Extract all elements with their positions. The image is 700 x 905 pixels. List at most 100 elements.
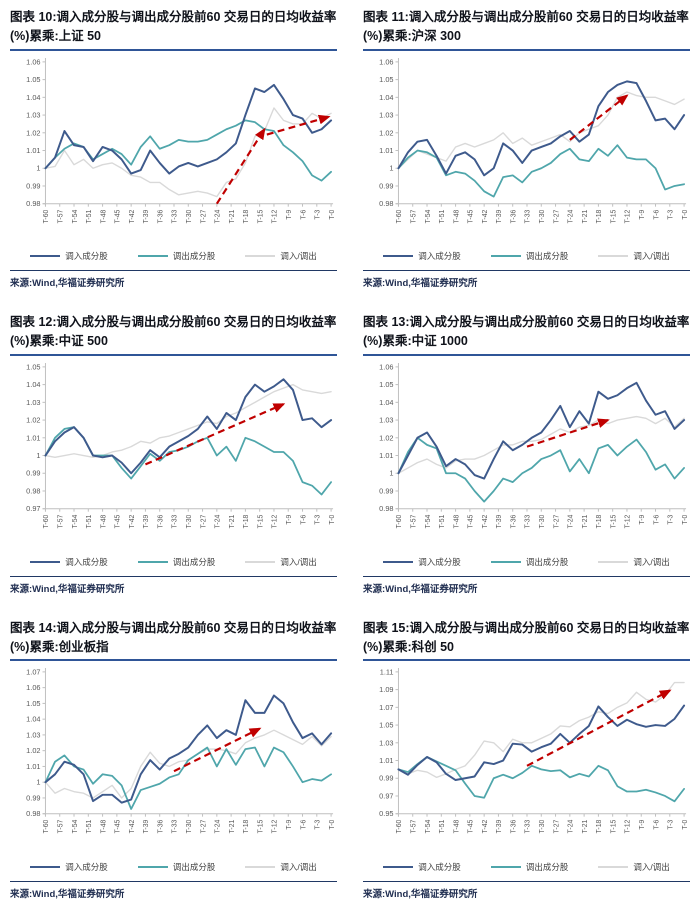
legend-item-ratio: 调入/调出 — [598, 556, 670, 568]
x-tick-label: T-27 — [200, 820, 207, 834]
y-tick-label: 0.99 — [26, 469, 40, 478]
x-tick-label: T-51 — [439, 820, 446, 834]
y-tick-label: 1.03 — [26, 731, 40, 740]
series-line-in — [44, 378, 333, 475]
y-tick-label: 0.95 — [379, 810, 393, 819]
y-tick-label: 1.03 — [379, 739, 393, 748]
y-tick-label: 1.01 — [379, 756, 393, 765]
x-tick-label: T-60 — [43, 820, 50, 834]
chart-legend: 调入成分股 调出成分股 调入/调出 — [363, 861, 690, 873]
legend-item-ratio: 调入/调出 — [598, 250, 670, 262]
x-tick-label: T-57 — [57, 514, 64, 528]
legend-item-ratio: 调入/调出 — [245, 250, 317, 262]
x-tick-label: T-51 — [86, 820, 93, 834]
x-tick-label: T-54 — [425, 820, 432, 834]
trend-arrow — [266, 114, 331, 136]
x-tick-label: T-57 — [410, 209, 417, 223]
x-tick-label: T-42 — [482, 209, 489, 223]
y-tick-label: 1.01 — [26, 762, 40, 771]
x-tick-label: T-27 — [200, 209, 207, 223]
series-line-out — [397, 143, 685, 198]
x-tick-label: T-36 — [510, 209, 517, 223]
y-tick-label: 1 — [389, 469, 393, 478]
y-tick-label: 1.01 — [26, 433, 40, 442]
y-tick-label: 0.99 — [379, 181, 393, 190]
y-tick-label: 1.05 — [26, 362, 40, 371]
source-note: 来源:Wind,华福证券研究所 — [363, 575, 690, 595]
y-tick-label: 0.99 — [379, 774, 393, 783]
trend-arrow — [526, 418, 610, 448]
x-tick-label: T-33 — [172, 209, 179, 223]
x-tick-label: T-45 — [468, 209, 475, 223]
trend-arrow — [526, 690, 672, 768]
y-tick-label: 0.98 — [26, 810, 40, 819]
x-tick-label: T-9 — [286, 514, 293, 524]
y-tick-label: 0.99 — [26, 794, 40, 803]
x-tick-label: T-15 — [610, 514, 617, 528]
x-tick-label: T-57 — [410, 514, 417, 528]
x-tick-label: T-21 — [229, 514, 236, 528]
y-tick-label: 0.97 — [26, 504, 40, 513]
x-tick-label: T-51 — [439, 514, 446, 528]
chart-legend: 调入成分股 调出成分股 调入/调出 — [10, 556, 337, 568]
legend-item-ratio: 调入/调出 — [245, 556, 317, 568]
x-tick-label: T-48 — [100, 209, 107, 223]
y-tick-label: 0.97 — [379, 792, 393, 801]
x-tick-label: T-54 — [72, 209, 79, 223]
figure-title: 图表 10:调入成分股与调出成分股前60 交易日的日均收益率(%)累乘:上证 5… — [10, 8, 337, 51]
x-tick-label: T-51 — [439, 209, 446, 223]
y-tick-label: 1.05 — [26, 75, 40, 84]
x-tick-label: T-0 — [682, 820, 689, 830]
y-tick-label: 1.05 — [26, 699, 40, 708]
y-tick-label: 1.02 — [26, 747, 40, 756]
x-tick-label: T-54 — [425, 514, 432, 528]
x-tick-label: T-9 — [639, 209, 646, 219]
x-tick-label: T-15 — [257, 514, 264, 528]
line-chart-csi300: 0.98 0.99 1 1.01 1.02 1.03 1.04 1.05 1.06 T-60 T-5… — [379, 57, 689, 223]
x-tick-label: T-3 — [668, 514, 675, 524]
y-tick-label: 1.03 — [26, 110, 40, 119]
legend-label-ratio: 调入/调出 — [633, 251, 670, 262]
legend-label-out: 调出成分股 — [525, 556, 569, 567]
legend-item-out: 调出成分股 — [137, 250, 215, 262]
y-tick-label: 1.01 — [26, 145, 40, 154]
x-tick-label: T-24 — [568, 209, 575, 223]
x-tick-label: T-21 — [582, 209, 589, 223]
chart-legend: 调入成分股 调出成分股 调入/调出 — [363, 556, 690, 568]
x-tick-label: T-0 — [682, 514, 689, 524]
legend-swatch-ratio — [598, 255, 629, 258]
x-tick-label: T-0 — [329, 209, 336, 219]
trend-arrow — [144, 403, 286, 466]
x-tick-label: T-33 — [525, 514, 532, 528]
legend-swatch-out — [137, 866, 168, 869]
x-tick-label: T-12 — [625, 820, 632, 834]
x-tick-label: T-33 — [172, 820, 179, 834]
x-tick-label: T-15 — [257, 209, 264, 223]
line-chart-star50: 0.95 0.97 0.99 1.01 1.03 1.05 1.07 1.09 1.11 T-60… — [379, 668, 689, 834]
x-tick-label: T-57 — [57, 209, 64, 223]
y-tick-label: 1.03 — [379, 110, 393, 119]
x-tick-label: T-12 — [272, 820, 279, 834]
x-tick-label: T-42 — [129, 209, 136, 223]
y-tick-label: 0.98 — [26, 199, 40, 208]
x-tick-label: T-30 — [186, 514, 193, 528]
y-tick-label: 1.02 — [26, 416, 40, 425]
series-line-in — [397, 381, 686, 480]
chart-legend: 调入成分股 调出成分股 调入/调出 — [10, 861, 337, 873]
figure-15: 图表 15:调入成分股与调出成分股前60 交易日的日均收益率(%)累乘:科创 5… — [363, 619, 690, 900]
legend-label-out: 调出成分股 — [525, 862, 569, 873]
x-tick-label: T-18 — [596, 820, 603, 834]
x-tick-label: T-48 — [453, 820, 460, 834]
x-tick-label: T-39 — [143, 820, 150, 834]
x-tick-label: T-6 — [300, 209, 307, 219]
x-tick-label: T-57 — [57, 820, 64, 834]
x-tick-label: T-36 — [157, 820, 164, 834]
y-tick-label: 1.09 — [379, 686, 393, 695]
x-tick-label: T-12 — [272, 514, 279, 528]
legend-label-ratio: 调入/调出 — [280, 251, 317, 262]
y-tick-label: 1.02 — [379, 128, 393, 137]
x-tick-label: T-48 — [453, 514, 460, 528]
series-line-out — [44, 747, 332, 811]
legend-swatch-in — [30, 255, 61, 258]
y-tick-label: 1.03 — [26, 398, 40, 407]
